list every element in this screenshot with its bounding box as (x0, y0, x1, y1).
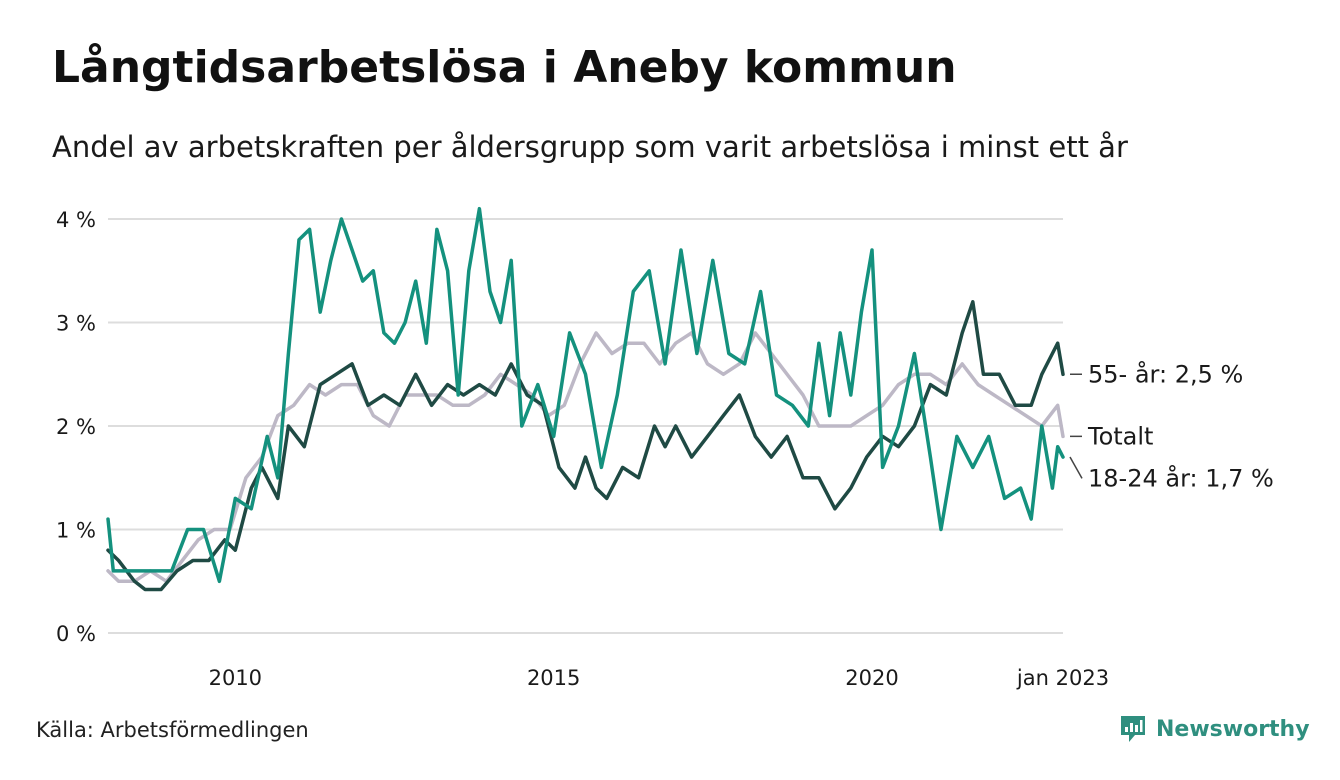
newsworthy-logo-icon (1121, 716, 1145, 742)
chart-title: Långtidsarbetslösa i Aneby kommun (52, 42, 957, 93)
end-label-leader (1069, 456, 1083, 479)
chart-subtitle: Andel av arbetskraften per åldersgrupp s… (52, 130, 1128, 164)
series-end-label: 55- år: 2,5 % (1088, 359, 1243, 388)
y-tick-label: 2 % (56, 415, 96, 439)
brand-name: Newsworthy (1156, 716, 1310, 742)
x-axis-ticks: 2010 2015 2020 jan 2023 (209, 666, 1109, 690)
series-end-label: 18-24 år: 1,7 % (1088, 463, 1274, 492)
series-line-55-r (106, 300, 1065, 592)
y-tick-label: 4 % (56, 208, 96, 232)
y-axis-ticks: 0 % 1 % 2 % 3 % 4 % (56, 208, 96, 646)
series-lines (106, 206, 1065, 592)
x-tick-label: 2020 (845, 666, 898, 690)
y-tick-label: 0 % (56, 622, 96, 646)
y-tick-label: 1 % (56, 519, 96, 543)
gridlines (108, 218, 1063, 634)
series-end-labels: 55- år: 2,5 % Totalt 18-24 år: 1,7 % (1069, 359, 1274, 492)
x-tick-label: 2015 (527, 666, 580, 690)
series-end-label: Totalt (1087, 422, 1153, 450)
x-tick-label: 2010 (209, 666, 262, 690)
brand-logo[interactable]: Newsworthy (1118, 714, 1310, 744)
series-line-18-24-r (106, 206, 1065, 584)
y-tick-label: 3 % (56, 312, 96, 336)
x-tick-label: jan 2023 (1016, 666, 1109, 690)
source-note: Källa: Arbetsförmedlingen (36, 718, 309, 742)
